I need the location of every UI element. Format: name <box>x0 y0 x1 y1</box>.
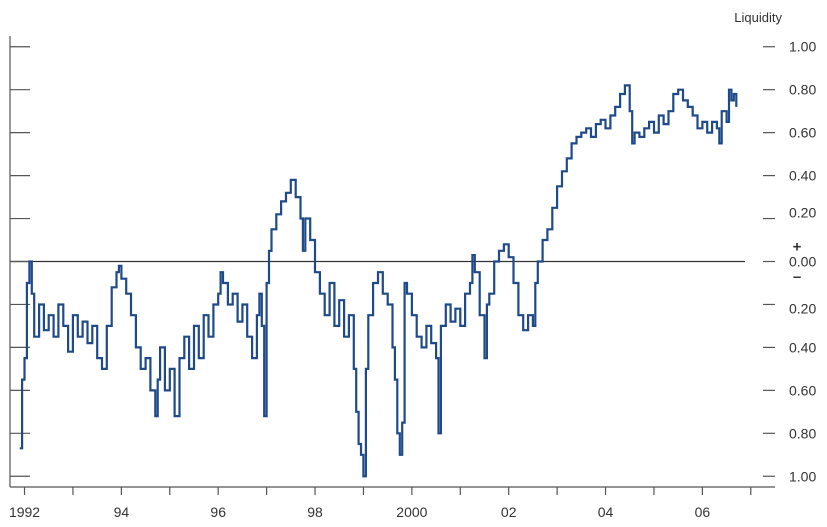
y-axis-title: Liquidity <box>734 10 782 25</box>
y-tick-label: 0.00 <box>789 254 816 270</box>
x-tick-label: 04 <box>598 504 614 520</box>
liquidity-series-line <box>19 84 738 478</box>
x-tick-label: 02 <box>501 504 517 520</box>
x-tick-label: 96 <box>210 504 226 520</box>
y-tick-label: 1.00 <box>789 39 816 55</box>
y-axis-ticks <box>10 46 775 477</box>
y-tick-label: 0.20 <box>789 300 816 316</box>
y-tick-label: 0.80 <box>789 82 816 98</box>
x-tick-label: 98 <box>307 504 323 520</box>
series-group <box>19 84 738 478</box>
minus-sign-marker: – <box>793 269 801 286</box>
x-axis-ticks <box>23 487 752 495</box>
y-tick-label: 0.60 <box>789 382 816 398</box>
x-tick-label: 2000 <box>396 504 427 520</box>
y-tick-label: 0.80 <box>789 425 816 441</box>
x-tick-label: 94 <box>114 504 130 520</box>
y-tick-label: 0.60 <box>789 125 816 141</box>
plus-sign-marker: + <box>793 239 802 256</box>
x-tick-label: 06 <box>695 504 711 520</box>
sign-markers: +– <box>793 239 802 286</box>
y-axis-tick-labels: 1.00 0.80 0.60 0.40 0.20 0.00 0.20 0.40 0.60 0.80… <box>789 39 816 485</box>
y-tick-label: 0.40 <box>789 339 816 355</box>
axis-title-group: Liquidity <box>734 10 782 25</box>
x-axis-tick-labels: 1992 94 96 98 2000 02 04 06 <box>9 504 710 520</box>
y-tick-label: 1.00 <box>789 468 816 484</box>
y-tick-label: 0.40 <box>789 168 816 184</box>
x-tick-label: 1992 <box>9 504 40 520</box>
y-tick-label: 0.20 <box>789 205 816 221</box>
